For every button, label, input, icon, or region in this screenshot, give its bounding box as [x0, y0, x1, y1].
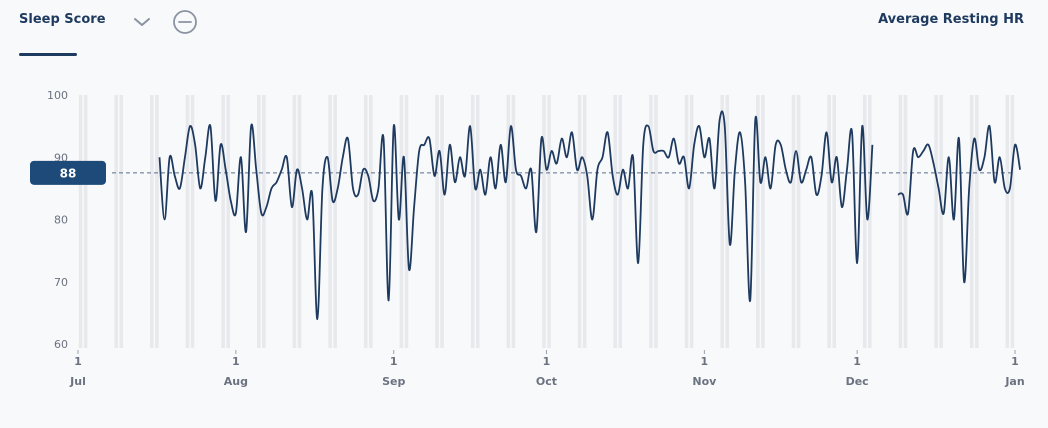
weekend-bands: [78, 95, 1015, 348]
weekend-band: [577, 95, 582, 348]
weekend-band: [969, 95, 974, 348]
y-tick-label: 100: [47, 89, 68, 102]
x-tick-day: 1: [1011, 355, 1019, 368]
minus-circle-icon[interactable]: [172, 9, 198, 35]
weekend-band: [868, 95, 872, 348]
weekend-band: [399, 95, 404, 348]
x-tick-day: 1: [74, 355, 82, 368]
weekend-band: [475, 95, 480, 348]
weekend-band: [363, 95, 368, 348]
weekend-band: [185, 95, 190, 348]
x-tick-month: Jan: [1004, 375, 1024, 388]
weekend-band: [582, 95, 587, 348]
x-tick-day: 1: [853, 355, 861, 368]
y-tick-label: 70: [54, 276, 68, 289]
y-tick-label: 60: [54, 338, 68, 351]
average-badge: 88: [30, 160, 106, 185]
weekend-band: [78, 95, 83, 348]
weekend-band: [470, 95, 475, 348]
weekend-band: [654, 95, 658, 348]
x-tick-month: Jul: [69, 375, 86, 388]
weekend-band: [440, 95, 444, 348]
chart-header: Sleep Score Average Resting HR: [0, 0, 1048, 60]
sleep-score-line: [158, 110, 874, 321]
tab-active-underline: [19, 53, 77, 56]
weekend-band: [791, 95, 796, 348]
weekend-band: [756, 95, 760, 348]
x-axis: 1 Jul 1 Aug 1 Sep 1 Oct 1 Nov 1 Dec 1 Jan: [69, 350, 1025, 388]
weekend-band: [939, 95, 943, 348]
weekend-band: [542, 95, 546, 348]
weekend-band: [119, 95, 124, 348]
weekend-band: [155, 95, 159, 348]
tab-sleep-score[interactable]: Sleep Score: [19, 12, 106, 27]
weekend-band: [506, 95, 511, 348]
weekend-band: [862, 95, 867, 348]
weekend-band: [827, 95, 831, 348]
weekend-band: [256, 95, 261, 348]
weekend-band: [649, 95, 653, 348]
weekend-band: [292, 95, 297, 348]
x-tick-month: Dec: [846, 375, 869, 388]
weekend-band: [761, 95, 765, 348]
weekend-band: [684, 95, 689, 348]
average-badge-value: 88: [60, 166, 77, 180]
sleep-score-line: [897, 125, 1021, 283]
weekend-band: [328, 95, 332, 348]
average-badge-box: [30, 160, 106, 185]
weekend-band: [898, 95, 903, 348]
weekend-band: [369, 95, 373, 348]
y-tick-label: 80: [54, 214, 68, 227]
weekend-band: [832, 95, 837, 348]
x-tick-day: 1: [232, 355, 240, 368]
weekend-band: [903, 95, 908, 348]
weekend-band: [190, 95, 195, 348]
weekend-band: [1010, 95, 1015, 348]
series-lines: [158, 110, 1021, 321]
x-tick-month: Aug: [224, 375, 248, 388]
weekend-band: [114, 95, 118, 348]
weekend-band: [435, 95, 439, 348]
weekend-band: [297, 95, 302, 348]
weekend-band: [720, 95, 724, 348]
weekend-band: [547, 95, 551, 348]
weekend-band: [150, 95, 154, 348]
weekend-band: [333, 95, 337, 348]
weekend-band: [975, 95, 979, 348]
weekend-band: [613, 95, 618, 348]
weekend-band: [796, 95, 801, 348]
weekend-band: [226, 95, 231, 348]
x-tick-day: 1: [701, 355, 709, 368]
weekend-band: [221, 95, 225, 348]
weekend-band: [511, 95, 516, 348]
weekend-band: [689, 95, 694, 348]
average-resting-hr-toggle[interactable]: Average Resting HR: [878, 12, 1024, 27]
weekend-band: [1005, 95, 1010, 348]
weekend-band: [618, 95, 623, 348]
x-tick-month: Oct: [536, 375, 557, 388]
weekend-band: [262, 95, 266, 348]
x-tick-month: Nov: [692, 375, 717, 388]
chevron-down-icon[interactable]: [132, 12, 152, 32]
x-tick-day: 1: [543, 355, 551, 368]
weekend-band: [83, 95, 88, 348]
weekend-band: [725, 95, 730, 348]
weekend-band: [934, 95, 938, 348]
x-tick-day: 1: [390, 355, 398, 368]
x-tick-month: Sep: [382, 375, 405, 388]
